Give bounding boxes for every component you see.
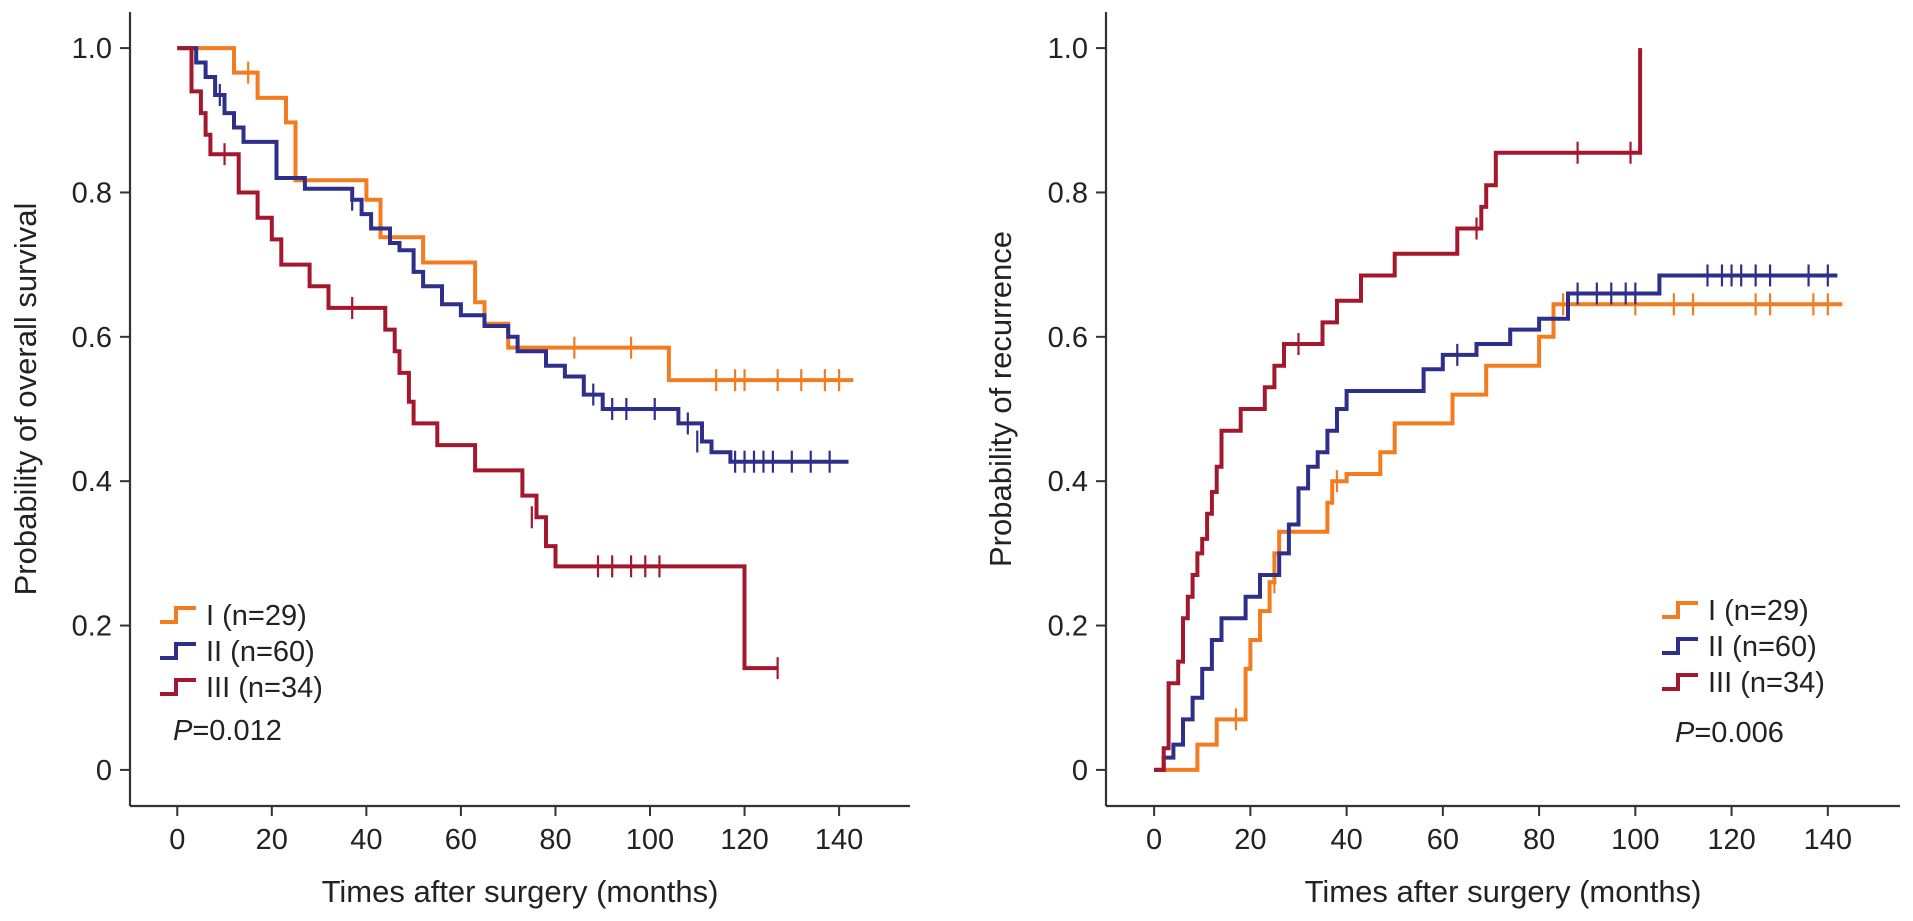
overall-survival-panel: 0 0.2 0.4 0.6 0.8 1.0 0 20 40 60 80 100 120 140 Times … xyxy=(8,12,910,909)
x-tick-label: 20 xyxy=(1234,824,1266,856)
y-tick-label: 0.8 xyxy=(1048,177,1088,209)
y-tick-label: 0.4 xyxy=(1048,466,1088,498)
legend-swatch-3 xyxy=(160,678,196,696)
x-tick-label: 40 xyxy=(1330,824,1362,856)
p-value-label: P=0.006 xyxy=(1675,717,1784,749)
x-tick-label: 100 xyxy=(626,824,674,856)
series-line-1 xyxy=(177,46,854,383)
x-axis-title: Times after surgery (months) xyxy=(322,874,719,909)
legend-swatch-1 xyxy=(1662,601,1698,619)
p-value-label: P=0.012 xyxy=(173,715,282,747)
x-tick-label: 120 xyxy=(1707,824,1755,856)
x-axis-title: Times after surgery (months) xyxy=(1305,874,1702,909)
legend-label-2: II (n=60) xyxy=(206,636,315,668)
y-tick-label: 0.8 xyxy=(72,177,112,209)
y-tick-label: 0.2 xyxy=(72,611,112,643)
series-line-3 xyxy=(177,46,778,671)
y-tick-label: 0.6 xyxy=(72,322,112,354)
x-tick-label: 0 xyxy=(169,824,185,856)
y-tick-label: 0.6 xyxy=(1048,322,1088,354)
x-tick-label: 100 xyxy=(1611,824,1659,856)
x-tick-label: 80 xyxy=(1523,824,1555,856)
series-line-2 xyxy=(177,46,849,464)
legend-swatch-1 xyxy=(160,606,196,624)
recurrence-panel: 0 0.2 0.4 0.6 0.8 1.0 0 20 40 60 80 100 120 140 Times … xyxy=(983,12,1900,909)
legend-label-1: I (n=29) xyxy=(206,600,307,632)
legend-swatch-3 xyxy=(1662,673,1698,691)
legend-label-1: I (n=29) xyxy=(1708,595,1809,627)
y-tick-label: 0.2 xyxy=(1048,611,1088,643)
x-tick-label: 40 xyxy=(350,824,382,856)
series-line-3 xyxy=(1154,48,1643,772)
legend-swatch-2 xyxy=(160,642,196,660)
series-line-2 xyxy=(1154,273,1838,772)
x-tick-label: 140 xyxy=(815,824,863,856)
x-tick-label: 60 xyxy=(445,824,477,856)
y-tick-label: 1.0 xyxy=(72,33,112,65)
x-tick-label: 0 xyxy=(1146,824,1162,856)
legend-swatch-2 xyxy=(1662,637,1698,655)
series-line-1 xyxy=(1154,302,1843,772)
legend-label-3: III (n=34) xyxy=(1708,667,1825,699)
x-tick-label: 60 xyxy=(1427,824,1459,856)
x-tick-label: 20 xyxy=(256,824,288,856)
legend-label-2: II (n=60) xyxy=(1708,631,1817,663)
legend-label-3: III (n=34) xyxy=(206,672,323,704)
x-tick-label: 140 xyxy=(1804,824,1852,856)
y-axis-title: Probability of overall survival xyxy=(8,203,43,596)
y-tick-label: 1.0 xyxy=(1048,33,1088,65)
y-tick-label: 0.4 xyxy=(72,466,112,498)
y-tick-label: 0 xyxy=(96,755,112,787)
x-tick-label: 80 xyxy=(539,824,571,856)
y-tick-label: 0 xyxy=(1072,755,1088,787)
x-tick-label: 120 xyxy=(720,824,768,856)
y-axis-title: Probability of recurrence xyxy=(983,231,1018,567)
